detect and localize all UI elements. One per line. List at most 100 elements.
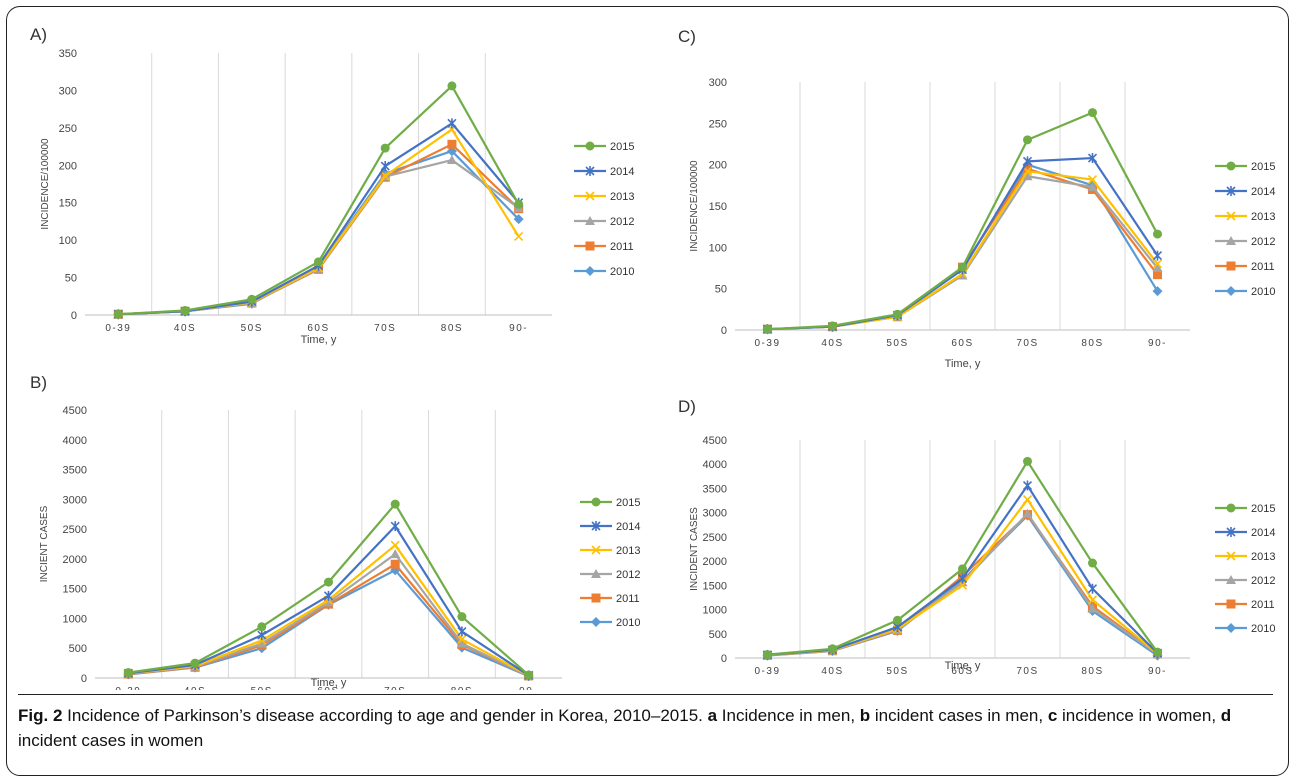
data-point-2012	[1087, 181, 1098, 191]
x-tick-label: 0-39	[754, 666, 780, 677]
x-tick-label: 50S	[251, 686, 273, 690]
data-point-2014	[447, 118, 457, 129]
y-tick-label: 4500	[63, 405, 87, 417]
legend-label-2010: 2010	[1251, 623, 1275, 635]
y-tick-label: 3000	[703, 508, 727, 520]
y-axis-title: INCIENT CASES	[39, 505, 50, 582]
legend-label-2011: 2011	[1251, 261, 1275, 273]
caption-part-text-d: incident cases in women	[18, 731, 204, 750]
legend-marker-2015	[585, 141, 595, 151]
y-tick-label: 1500	[63, 584, 87, 596]
legend-marker-2011	[591, 593, 601, 603]
data-point-2015	[447, 81, 457, 91]
figure-charts: A) 0 50 100 150 200 250 300 350 0-39 40S 50S 60S 70S 8…	[30, 25, 1275, 690]
x-tick-label: 0-39	[754, 338, 780, 349]
legend-label-2014: 2014	[610, 166, 634, 178]
data-point-2014	[1022, 480, 1033, 491]
y-tick-label: 4000	[63, 435, 87, 447]
data-point-2013	[390, 540, 400, 550]
data-point-2011	[1023, 164, 1032, 174]
legend-label-2015: 2015	[1251, 503, 1275, 515]
figure-caption: Fig. 2 Incidence of Parkinson’s disease …	[18, 694, 1273, 776]
data-point-2011	[447, 139, 457, 149]
legend-marker-2014	[1226, 186, 1236, 196]
y-tick-label: 4500	[703, 435, 727, 447]
y-tick-label: 300	[709, 77, 727, 89]
data-point-2013	[457, 634, 467, 644]
legend-label-2015: 2015	[610, 141, 634, 153]
legend-label-2010: 2010	[1251, 286, 1275, 298]
data-point-2015	[524, 670, 534, 680]
y-tick-label: 3000	[63, 494, 87, 506]
y-tick-label: 100	[59, 235, 77, 247]
legend-marker-2014	[1226, 527, 1236, 537]
legend-label-2015: 2015	[616, 497, 640, 509]
legend-marker-2015	[1226, 503, 1236, 513]
legend-marker-2010	[1226, 286, 1236, 296]
legend-label-2015: 2015	[1251, 161, 1275, 173]
panel-label-b: B)	[30, 373, 47, 392]
figure-frame	[6, 6, 1289, 776]
data-point-2015	[828, 644, 837, 654]
legend-label-2012: 2012	[1251, 236, 1275, 248]
x-axis-title: Time, y	[311, 677, 347, 689]
data-point-2015	[893, 309, 902, 319]
data-point-2012	[323, 597, 334, 607]
legend-label-2014: 2014	[1251, 527, 1275, 539]
series-line-2014	[767, 156, 1159, 331]
chart-panel-d: D) 0 500 1000 1500 2000 2500 3000 3500 4000 4500 0-…	[678, 397, 1275, 677]
data-point-2010	[1152, 286, 1163, 297]
legend-marker-2015	[591, 497, 601, 507]
x-axis-title: Time, y	[301, 334, 337, 346]
y-tick-label: 350	[59, 48, 77, 60]
x-tick-label: 90-	[1148, 666, 1167, 677]
legend-marker-2013	[1226, 211, 1236, 221]
x-tick-label: 80S	[441, 323, 463, 334]
data-point-2014	[1022, 156, 1033, 167]
data-point-2015	[247, 294, 257, 304]
x-tick-label: 80S	[451, 686, 473, 690]
data-point-2015	[113, 309, 123, 319]
x-tick-label: 0-39	[115, 686, 141, 690]
data-point-2012	[1022, 508, 1033, 518]
y-tick-label: 3500	[63, 465, 87, 477]
x-tick-label: 40S	[184, 686, 206, 690]
data-point-2012	[456, 638, 467, 648]
data-point-2015	[514, 199, 524, 209]
data-point-2012	[446, 155, 457, 165]
y-tick-label: 50	[65, 273, 77, 285]
caption-part-letter-c: c	[1047, 706, 1058, 725]
x-tick-label: 60S	[307, 323, 329, 334]
legend-marker-2014	[591, 521, 601, 531]
legend-marker-2010	[585, 266, 595, 276]
legend-marker-2010	[591, 617, 601, 627]
legend-marker-2013	[1226, 551, 1236, 561]
caption-part-text-c: incidence in women,	[1057, 706, 1221, 725]
y-tick-label: 1500	[703, 580, 727, 592]
data-point-2015	[1023, 135, 1032, 145]
data-point-2013	[1087, 595, 1098, 605]
x-tick-label: 70S	[1016, 666, 1038, 677]
data-point-2014	[257, 630, 267, 641]
y-tick-label: 2000	[703, 556, 727, 568]
series-line-2011	[767, 167, 1159, 331]
legend-marker-2011	[1226, 599, 1236, 609]
legend-label-2010: 2010	[610, 266, 634, 278]
data-point-2013	[1087, 174, 1098, 185]
legend-label-2013: 2013	[1251, 211, 1275, 223]
y-tick-label: 2000	[63, 554, 87, 566]
data-point-2015	[380, 143, 390, 153]
data-point-2015	[324, 577, 333, 587]
caption-title: Incidence of Parkinson’s disease accordi…	[62, 706, 708, 725]
caption-part-letter-b: b	[859, 706, 871, 725]
data-point-2015	[390, 499, 400, 509]
legend-label-2013: 2013	[610, 191, 634, 203]
y-tick-label: 3500	[703, 483, 727, 495]
data-point-2015	[763, 324, 772, 334]
data-point-2012	[1087, 603, 1098, 613]
data-point-2015	[1088, 108, 1097, 118]
series-line-2011	[118, 143, 520, 316]
legend-marker-2011	[585, 241, 595, 251]
x-tick-label: 70S	[1016, 338, 1038, 349]
legend-label-2010: 2010	[616, 617, 640, 629]
